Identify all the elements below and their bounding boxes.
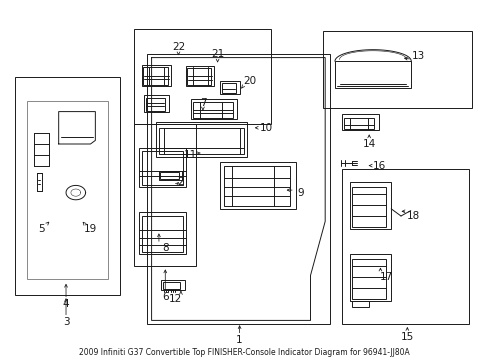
Text: 4: 4 <box>62 299 69 309</box>
Bar <box>145 98 165 111</box>
Bar <box>27 101 107 279</box>
Bar <box>220 162 295 209</box>
Bar <box>221 83 236 93</box>
Text: 22: 22 <box>171 42 185 52</box>
Bar <box>159 128 244 154</box>
Bar <box>134 29 271 124</box>
Bar <box>351 259 386 299</box>
Text: 6: 6 <box>162 292 168 302</box>
Text: 7: 7 <box>199 98 206 108</box>
Bar <box>159 171 182 180</box>
Text: 18: 18 <box>406 211 419 221</box>
Text: 11: 11 <box>183 150 197 160</box>
Bar <box>349 254 390 301</box>
Bar <box>220 81 239 94</box>
Bar <box>185 66 214 86</box>
Bar <box>139 148 185 187</box>
Bar <box>15 77 120 295</box>
Text: 5: 5 <box>38 224 45 234</box>
Bar <box>142 65 171 86</box>
Bar <box>322 31 471 108</box>
Bar <box>143 67 167 85</box>
Text: 10: 10 <box>260 123 272 133</box>
Text: 20: 20 <box>243 76 255 86</box>
Bar <box>163 282 180 289</box>
Bar <box>342 169 468 324</box>
Bar <box>192 102 233 118</box>
Text: 12: 12 <box>168 294 182 304</box>
Bar <box>139 212 185 254</box>
Text: 3: 3 <box>62 317 69 327</box>
Bar <box>334 61 410 88</box>
Text: 17: 17 <box>379 272 392 282</box>
Bar <box>142 151 183 185</box>
Text: 15: 15 <box>400 332 413 342</box>
Bar <box>342 114 378 130</box>
Bar <box>142 216 183 252</box>
Text: 16: 16 <box>371 161 385 171</box>
Bar <box>146 54 329 324</box>
Bar <box>160 172 179 179</box>
Bar <box>351 187 386 227</box>
Text: 2009 Infiniti G37 Convertible Top FINISHER-Console Indicator Diagram for 96941-J: 2009 Infiniti G37 Convertible Top FINISH… <box>79 348 409 357</box>
Text: 21: 21 <box>210 49 224 59</box>
Bar <box>144 95 168 112</box>
Bar <box>161 280 184 290</box>
Bar <box>156 122 246 157</box>
Text: 1: 1 <box>236 335 243 345</box>
Bar <box>344 118 373 129</box>
Bar <box>224 166 289 206</box>
Text: 2: 2 <box>177 177 184 187</box>
Bar <box>351 301 368 307</box>
Text: 13: 13 <box>410 51 424 61</box>
Bar <box>190 99 237 119</box>
Bar <box>349 182 390 229</box>
Bar <box>134 124 195 266</box>
Text: 8: 8 <box>162 243 168 253</box>
Text: 14: 14 <box>362 139 375 149</box>
Bar <box>187 68 210 85</box>
Text: 19: 19 <box>83 224 97 234</box>
Text: 9: 9 <box>297 188 304 198</box>
